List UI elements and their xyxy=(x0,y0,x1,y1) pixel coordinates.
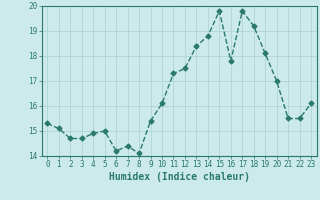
X-axis label: Humidex (Indice chaleur): Humidex (Indice chaleur) xyxy=(109,172,250,182)
